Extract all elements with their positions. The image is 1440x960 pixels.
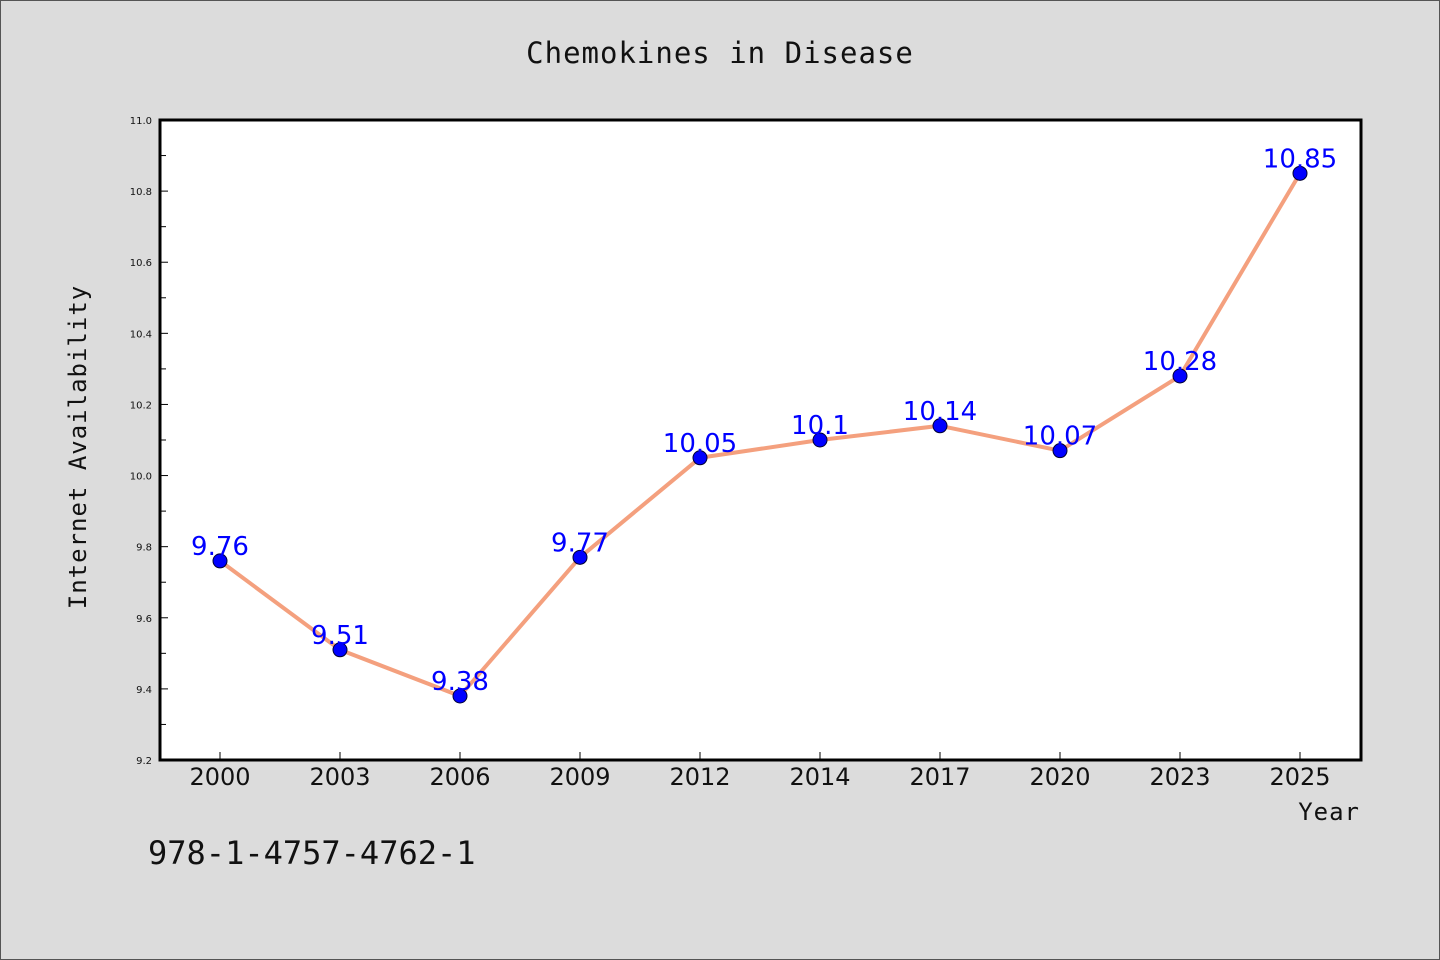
y-tick-label: 10.6 — [130, 258, 152, 269]
data-label: 10.1 — [791, 411, 849, 441]
x-tick-label: 2020 — [1029, 763, 1090, 791]
data-point — [1292, 165, 1308, 181]
data-label: 10.85 — [1263, 144, 1337, 174]
x-axis-label: Year — [1298, 798, 1360, 826]
x-tick-label: 2009 — [549, 763, 610, 791]
series-line-group — [218, 171, 1302, 698]
y-tick-label: 9.8 — [136, 543, 152, 554]
data-label: 9.51 — [311, 621, 369, 651]
y-tick-label: 10.0 — [130, 472, 152, 483]
isbn-footer: 978-1-4757-4762-1 — [148, 834, 476, 872]
data-label: 10.05 — [663, 429, 737, 459]
data-point — [572, 549, 588, 565]
y-axis-label: Internet Availability — [64, 285, 92, 609]
data-point — [1172, 368, 1188, 384]
x-tick-label: 2017 — [909, 763, 970, 791]
y-tick-label: 9.2 — [136, 756, 152, 767]
y-tick-label: 11.0 — [130, 116, 152, 127]
data-label: 10.14 — [903, 397, 977, 427]
data-point-group — [212, 165, 1308, 704]
x-tick-label: 2003 — [309, 763, 370, 791]
data-point — [1052, 443, 1068, 459]
data-point — [812, 432, 828, 448]
y-axis-ticks: 9.2 9.4 9.6 9.8 10.0 10.2 10.4 10.6 10.8 11.0 — [130, 116, 168, 767]
series-line — [218, 171, 1302, 698]
y-tick-label: 9.4 — [136, 685, 152, 696]
x-tick-label: 2014 — [789, 763, 850, 791]
data-label: 10.28 — [1143, 347, 1217, 377]
data-point — [332, 642, 348, 658]
x-tick-label: 2025 — [1269, 763, 1330, 791]
data-point — [932, 418, 948, 434]
x-tick-label: 2006 — [429, 763, 490, 791]
data-label-group: 9.76 9.51 9.38 9.77 10.05 10.1 10.14 10.07 10.28… — [191, 144, 1337, 697]
data-point — [452, 688, 468, 704]
y-tick-label: 10.4 — [130, 329, 152, 340]
y-tick-label: 10.2 — [130, 400, 152, 411]
x-tick-label: 2000 — [189, 763, 250, 791]
data-label: 9.77 — [551, 528, 609, 558]
data-label: 9.38 — [431, 667, 489, 697]
x-axis-ticks: 2000 2003 2006 2009 2012 2014 2017 2020 2023 2025 — [189, 752, 1331, 791]
y-tick-label: 9.6 — [136, 614, 152, 625]
data-point — [692, 450, 708, 466]
data-label: 10.07 — [1023, 422, 1097, 452]
y-tick-label: 10.8 — [130, 187, 152, 198]
chart-title: Chemokines in Disease — [526, 36, 914, 70]
data-label: 9.76 — [191, 532, 249, 562]
x-tick-label: 2023 — [1149, 763, 1210, 791]
x-tick-label: 2012 — [669, 763, 730, 791]
data-point — [212, 553, 228, 569]
plot-area — [158, 118, 1363, 762]
